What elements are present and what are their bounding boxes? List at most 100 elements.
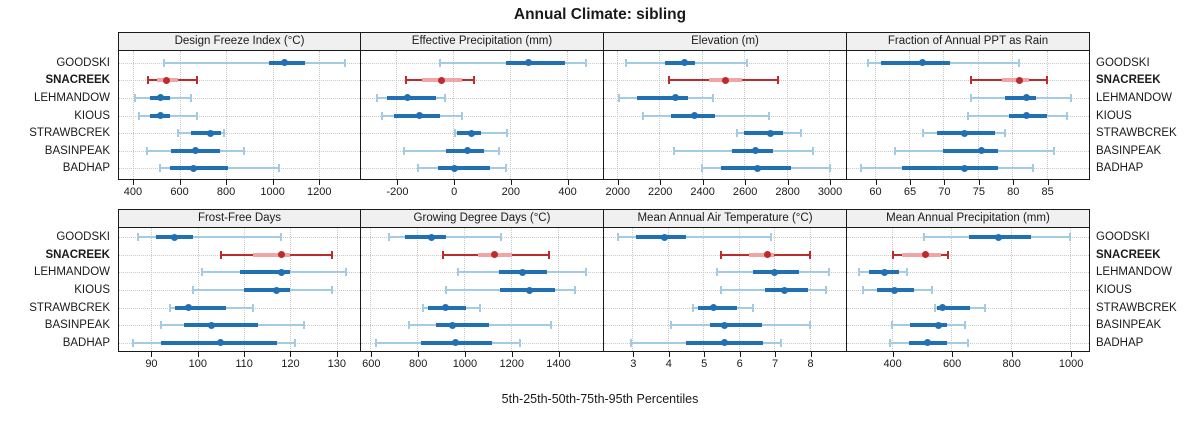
whisker-cap — [497, 146, 500, 155]
whisker-cap — [892, 250, 895, 259]
whisker-cap — [890, 321, 893, 330]
whisker-cap — [504, 164, 507, 173]
axis-tick-label: 2400 — [690, 186, 715, 198]
gridline-horizontal — [847, 97, 1089, 99]
axis-tick-label: 1000 — [260, 186, 285, 198]
axis-tick — [952, 352, 954, 357]
site-label-right: BADHAP — [1096, 336, 1144, 349]
median-dot — [710, 304, 718, 312]
percentile-band-25-75 — [1005, 95, 1037, 100]
whisker-cap — [625, 58, 628, 67]
percentile-band-25-75 — [635, 235, 686, 240]
whisker-cap — [159, 321, 162, 330]
gridline-horizontal — [119, 115, 360, 117]
axis-tick-label: 400 — [558, 186, 577, 198]
whisker-cap — [158, 164, 161, 173]
panel-header: Effective Precipitation (mm) — [361, 32, 604, 51]
median-dot — [1022, 112, 1030, 119]
axis-tick-label: 120 — [281, 358, 300, 370]
whisker-cap — [777, 76, 780, 85]
percentile-band-25-75 — [902, 166, 999, 171]
whisker-cap — [866, 58, 869, 67]
median-dot — [441, 304, 449, 312]
whisker-cap — [345, 268, 348, 277]
axis-tick — [704, 352, 706, 357]
whisker-cap — [930, 286, 933, 294]
axis-tick — [830, 180, 832, 185]
whisker-cap — [780, 338, 783, 347]
axis-tick-label: 3000 — [817, 186, 843, 198]
whisker-cap — [196, 76, 198, 85]
gridline-horizontal — [847, 272, 1089, 274]
whisker-cap — [439, 58, 442, 67]
percentile-band-25-75 — [697, 305, 737, 310]
median-dot — [273, 286, 281, 294]
percentile-band-25-75 — [936, 305, 971, 310]
whisker-cap — [388, 233, 391, 242]
whisker-cap — [808, 321, 811, 330]
gridline-horizontal — [604, 97, 846, 99]
axis-tick-label: 7 — [772, 358, 779, 370]
whisker-cap — [691, 303, 694, 312]
whisker-cap — [280, 233, 283, 242]
gridline-horizontal — [361, 307, 603, 309]
whisker-cap — [147, 76, 150, 85]
axis-tick-label: 85 — [1041, 186, 1054, 198]
percentile-band-25-75 — [244, 288, 291, 292]
gridline-horizontal — [119, 133, 360, 135]
whisker-cap — [828, 268, 831, 277]
whisker-cap — [574, 286, 577, 294]
axis-tick — [319, 180, 321, 185]
axis-tick — [660, 180, 662, 185]
median-dot — [207, 129, 215, 137]
whisker-cap — [824, 286, 827, 294]
median-dot — [171, 233, 179, 241]
median-dot — [157, 94, 165, 102]
axis-tick-label: 600 — [942, 358, 962, 370]
median-dot — [518, 268, 526, 276]
whisker-cap — [375, 338, 378, 347]
whisker-cap — [829, 164, 832, 173]
axis-tick-label: 80 — [1007, 186, 1020, 198]
axis-tick-label: 400 — [123, 186, 143, 198]
gridline-vertical — [132, 51, 134, 179]
axis-tick-label: 110 — [235, 358, 253, 370]
whisker-cap — [963, 321, 966, 330]
axis-tick — [418, 352, 420, 357]
axis-tick-label: 60 — [869, 186, 882, 198]
gridline-vertical — [943, 51, 945, 179]
whisker-cap — [1069, 233, 1072, 242]
panel-header: Mean Annual Precipitation (mm) — [847, 209, 1090, 228]
axis-tick — [875, 180, 877, 185]
axis-tick-label: 70 — [938, 186, 951, 198]
whisker-cap — [192, 286, 195, 294]
whisker-cap — [857, 268, 860, 277]
axis-tick — [668, 352, 670, 357]
gridline-vertical — [874, 51, 876, 179]
site-label-left: KIOUS — [74, 109, 110, 122]
whisker-cap — [751, 303, 754, 312]
whisker-cap — [719, 286, 722, 294]
gridline-horizontal — [847, 80, 1089, 82]
percentile-band-25-75 — [191, 131, 222, 136]
whisker-cap — [1069, 93, 1072, 102]
site-label-left: GOODSKI — [56, 231, 110, 244]
axis-tick-label: 6 — [736, 358, 743, 370]
median-dot — [938, 304, 946, 312]
axis-tick-label: 1400 — [546, 358, 571, 370]
whisker-cap — [473, 76, 476, 85]
axis-tick — [567, 180, 569, 185]
percentile-whisker-5-95 — [164, 61, 345, 64]
whisker-cap — [585, 58, 588, 67]
panel-plot — [361, 228, 604, 352]
panel-plot — [361, 51, 604, 180]
gridline-vertical — [226, 51, 228, 179]
gridline-vertical — [319, 51, 321, 179]
site-label-left: BADHAP — [62, 336, 110, 349]
median-dot — [960, 129, 968, 137]
axis-tick-label: -200 — [386, 186, 409, 198]
percentile-band-25-75 — [664, 60, 696, 65]
whisker-cap — [712, 93, 715, 102]
whisker-cap — [921, 129, 924, 138]
site-label-left: SNACREEK — [45, 248, 110, 261]
